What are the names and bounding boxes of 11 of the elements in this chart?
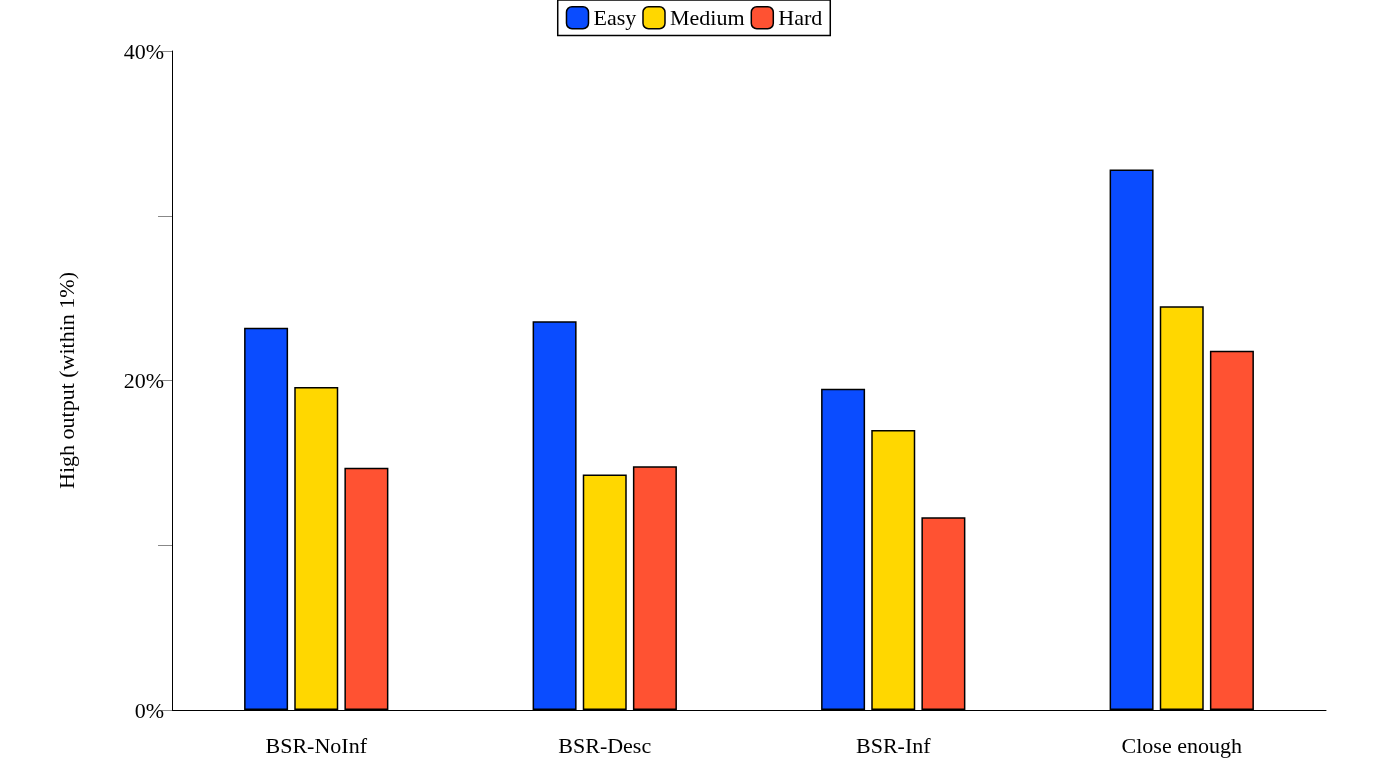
x-tick-label: BSR-Desc bbox=[558, 732, 652, 758]
legend-label: Medium bbox=[669, 5, 745, 31]
y-tick-label: 20% bbox=[123, 368, 164, 393]
y-tick-label: 40% bbox=[123, 38, 164, 64]
y-axis-title: High output (within 1%) bbox=[53, 272, 79, 489]
y-tick-label: 0% bbox=[134, 697, 164, 723]
legend-label: Hard bbox=[778, 5, 823, 31]
legend-label: Easy bbox=[593, 5, 637, 31]
x-tick-label: Close enough bbox=[1121, 732, 1242, 758]
x-tick-label: BSR-NoInf bbox=[265, 732, 368, 758]
x-tick-label: BSR-Inf bbox=[855, 732, 932, 758]
